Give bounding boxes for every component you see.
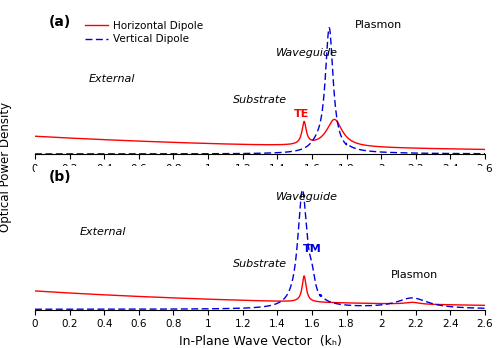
Text: TM: TM: [303, 244, 322, 254]
Horizontal Dipole: [332, 117, 338, 121]
Text: (b): (b): [48, 170, 71, 184]
X-axis label: In-Plane Wave Vector  (kₕ): In-Plane Wave Vector (kₕ): [178, 335, 342, 348]
Vertical Dipole: [368, 149, 374, 153]
Line: Horizontal Dipole: Horizontal Dipole: [35, 119, 485, 149]
Text: Plasmon: Plasmon: [354, 20, 402, 30]
Vertical Dipole: [482, 152, 488, 156]
Text: Substrate: Substrate: [233, 95, 287, 104]
Vertical Dipole: [114, 152, 119, 156]
Text: Optical Power Density: Optical Power Density: [0, 102, 12, 232]
Text: Waveguide: Waveguide: [276, 48, 338, 58]
Text: TE: TE: [294, 109, 309, 119]
Vertical Dipole: [326, 26, 332, 30]
Horizontal Dipole: [32, 134, 38, 138]
Text: External: External: [80, 227, 126, 237]
Text: Plasmon: Plasmon: [390, 270, 438, 280]
Vertical Dipole: [32, 152, 38, 156]
Horizontal Dipole: [324, 126, 330, 130]
Text: Substrate: Substrate: [233, 259, 287, 269]
Horizontal Dipole: [402, 146, 408, 150]
Legend: Horizontal Dipole, Vertical Dipole: Horizontal Dipole, Vertical Dipole: [80, 17, 208, 48]
Horizontal Dipole: [204, 141, 210, 145]
Vertical Dipole: [402, 151, 408, 155]
Vertical Dipole: [302, 145, 308, 150]
Vertical Dipole: [324, 38, 330, 42]
Horizontal Dipole: [302, 121, 308, 125]
Text: Waveguide: Waveguide: [276, 192, 338, 203]
Vertical Dipole: [204, 152, 210, 156]
Line: Vertical Dipole: Vertical Dipole: [35, 28, 485, 154]
Horizontal Dipole: [368, 144, 374, 148]
Text: (a): (a): [48, 15, 71, 29]
Horizontal Dipole: [114, 138, 119, 142]
Horizontal Dipole: [482, 147, 488, 151]
Text: External: External: [89, 74, 136, 84]
